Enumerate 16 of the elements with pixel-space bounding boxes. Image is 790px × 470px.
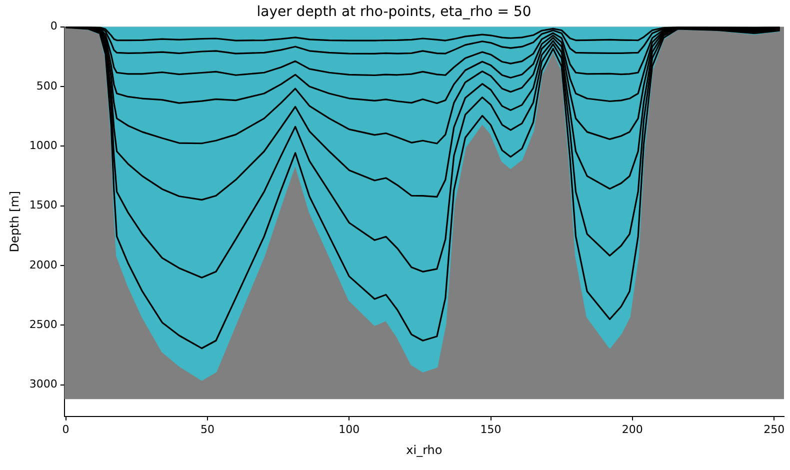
y-tick-label: 2000 — [29, 258, 58, 272]
x-axis-title: xi_rho — [406, 442, 442, 457]
y-tick-label: 3000 — [29, 378, 58, 391]
y-tick-label: 1000 — [29, 138, 58, 152]
x-tick-label: 100 — [338, 422, 360, 436]
x-tick-label: 250 — [764, 422, 785, 436]
y-axis-title: Depth [m] — [7, 190, 22, 252]
x-tick-label: 50 — [200, 422, 214, 436]
y-tick-label: 1500 — [29, 198, 58, 212]
x-tick-label: 0 — [62, 422, 70, 436]
y-tick-label: 2500 — [29, 318, 58, 331]
x-tick-label: 150 — [480, 422, 502, 436]
x-tick-label: 200 — [622, 422, 643, 436]
y-tick-label: 500 — [36, 79, 58, 92]
chart-title: layer depth at rho-points, eta_rho = 50 — [256, 4, 532, 20]
y-tick-label: 0 — [50, 20, 58, 33]
